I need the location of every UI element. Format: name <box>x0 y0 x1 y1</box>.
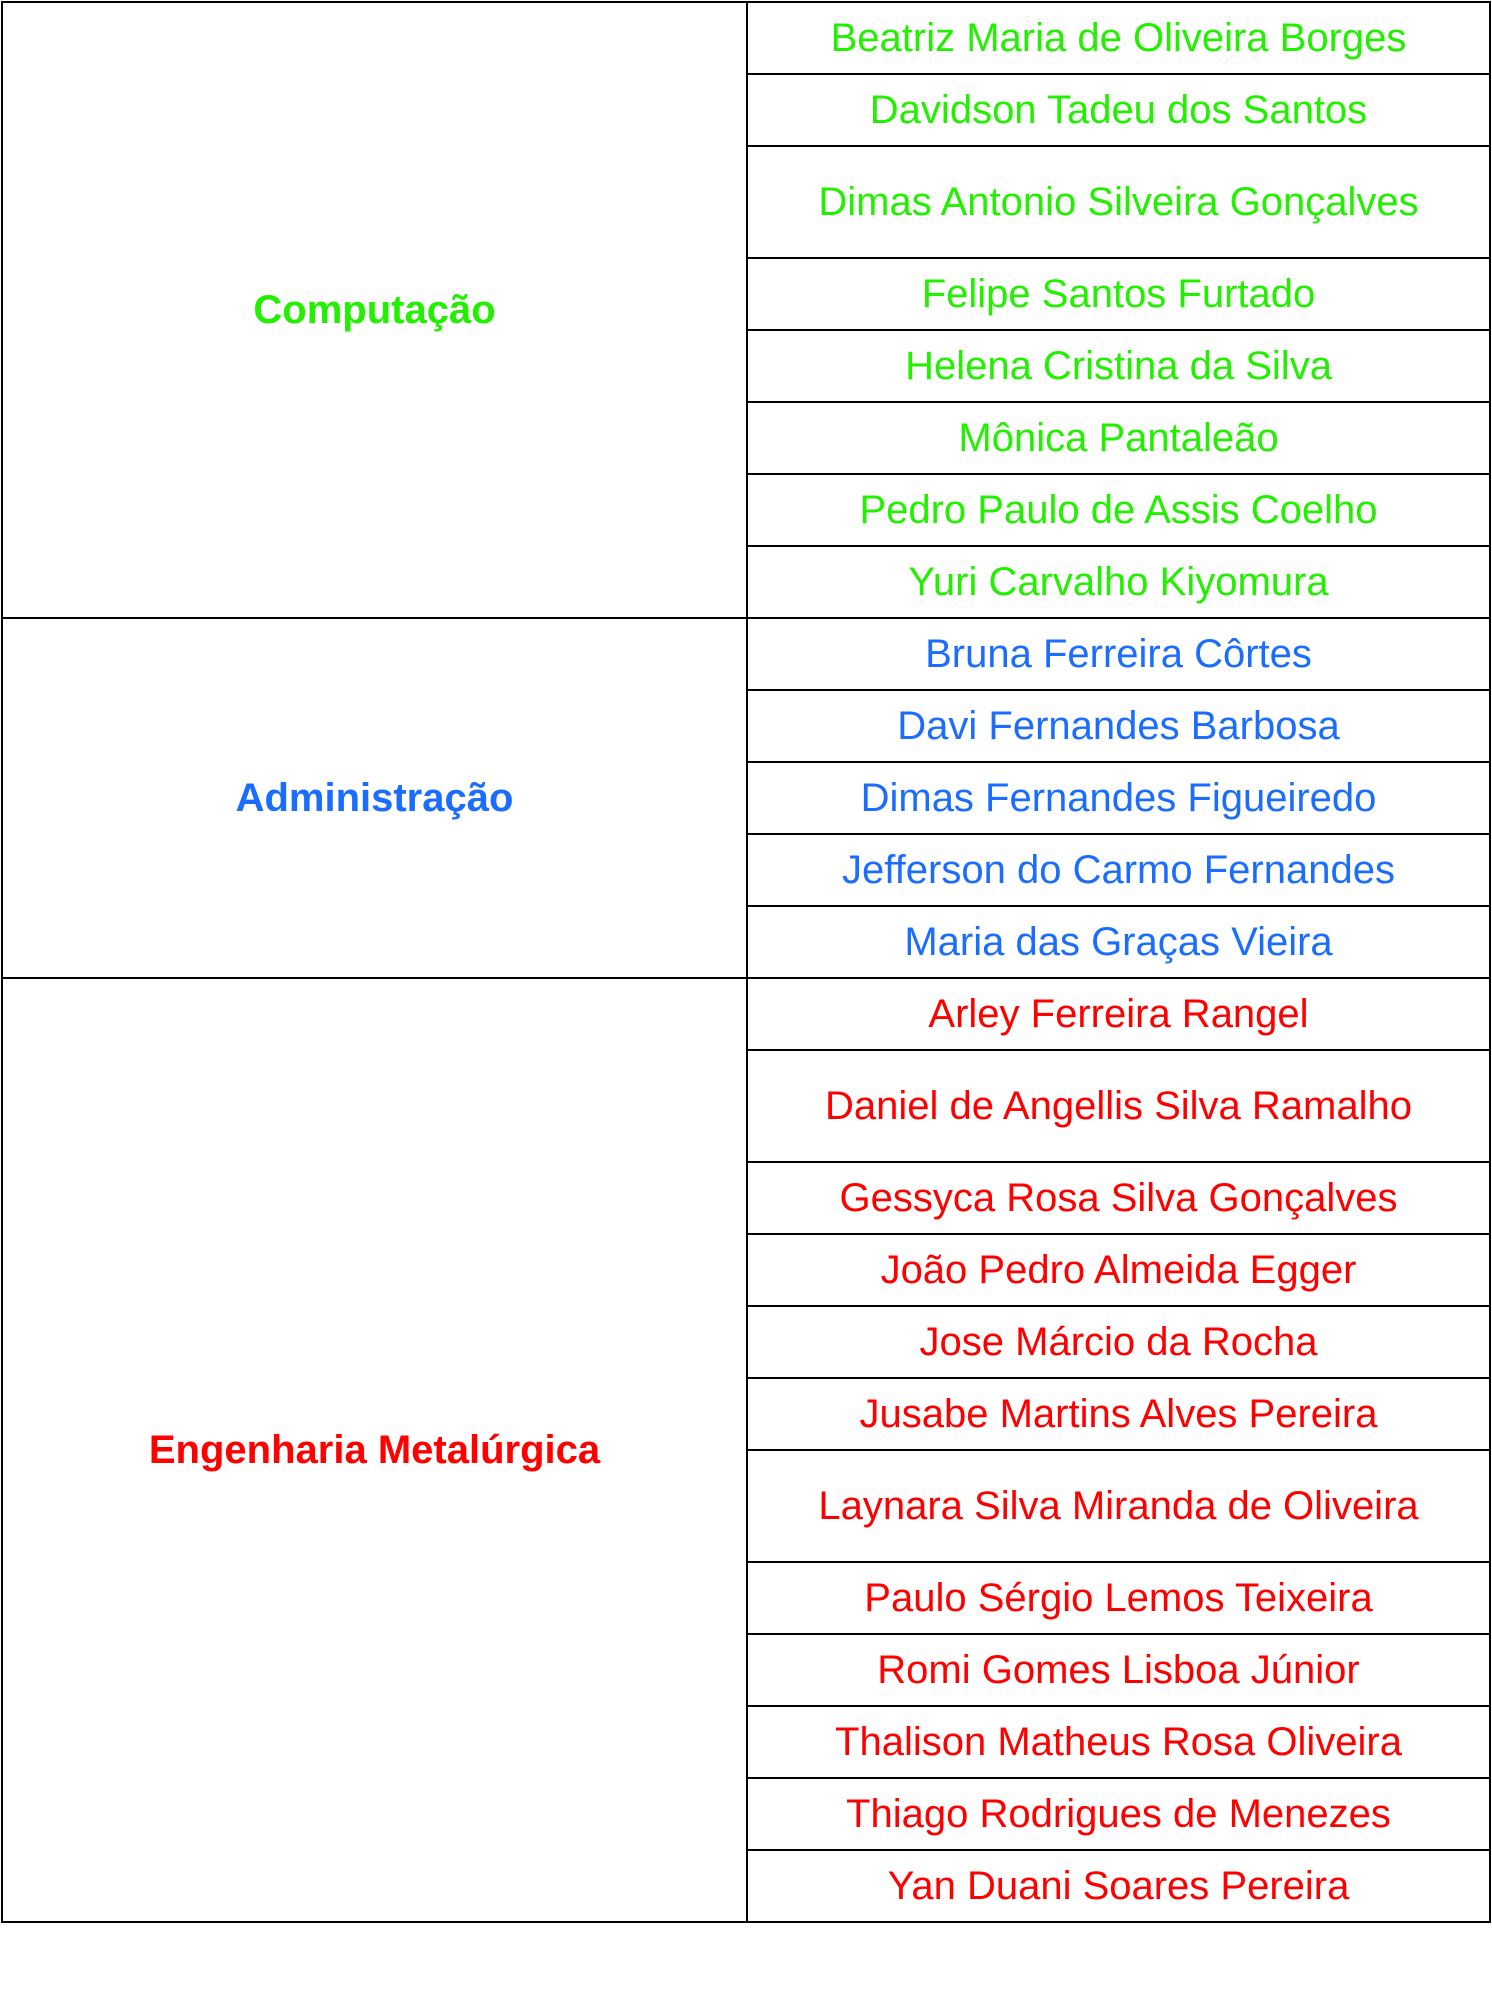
members-table: Computação Beatriz Maria de Oliveira Borg… <box>1 1 1491 1923</box>
member-name-cell: Davi Fernandes Barbosa <box>746 689 1491 763</box>
table-row: Maria das Graças Vieira <box>2 905 1491 979</box>
member-name-cell: Dimas Antonio Silveira Gonçalves <box>746 145 1491 259</box>
table-row: João Pedro Almeida Egger <box>2 1233 1491 1307</box>
table-row: Computação Beatriz Maria de Oliveira Borg… <box>1 1 1491 619</box>
table-row: Felipe Santos Furtado <box>2 257 1491 331</box>
member-name-cell: Yuri Carvalho Kiyomura <box>746 545 1491 619</box>
table-row: Thalison Matheus Rosa Oliveira <box>2 1705 1491 1779</box>
member-name-cell: Thalison Matheus Rosa Oliveira <box>746 1705 1491 1779</box>
group-name-cell: Engenharia Metalúrgica <box>1 977 748 1923</box>
member-name-cell: Jefferson do Carmo Fernandes <box>746 833 1491 907</box>
member-name-cell: Maria das Graças Vieira <box>746 905 1491 979</box>
member-name-cell: Daniel de Angellis Silva Ramalho <box>746 1049 1491 1163</box>
table-row: Jusabe Martins Alves Pereira <box>2 1377 1491 1451</box>
member-name-cell: Davidson Tadeu dos Santos <box>746 73 1491 147</box>
member-name-cell: Jusabe Martins Alves Pereira <box>746 1377 1491 1451</box>
member-name-cell: Jose Márcio da Rocha <box>746 1305 1491 1379</box>
member-name-cell: Mônica Pantaleão <box>746 401 1491 475</box>
table-row: Administração Bruna Ferreira Côrtes <box>1 617 1491 979</box>
member-name-cell: Thiago Rodrigues de Menezes <box>746 1777 1491 1851</box>
member-name-cell: Yan Duani Soares Pereira <box>746 1849 1491 1923</box>
table-row: Davi Fernandes Barbosa <box>2 689 1491 763</box>
table-row: Davidson Tadeu dos Santos <box>2 73 1491 147</box>
table-row: Laynara Silva Miranda de Oliveira <box>2 1449 1491 1563</box>
member-name-cell: Paulo Sérgio Lemos Teixeira <box>746 1561 1491 1635</box>
table-row: Romi Gomes Lisboa Júnior <box>2 1633 1491 1707</box>
member-name-cell: Gessyca Rosa Silva Gonçalves <box>746 1161 1491 1235</box>
member-name-cell: Laynara Silva Miranda de Oliveira <box>746 1449 1491 1563</box>
member-name-cell: Pedro Paulo de Assis Coelho <box>746 473 1491 547</box>
table-row: Pedro Paulo de Assis Coelho <box>2 473 1491 547</box>
table-row: Helena Cristina da Silva <box>2 329 1491 403</box>
member-name-cell: Romi Gomes Lisboa Júnior <box>746 1633 1491 1707</box>
table-row: Gessyca Rosa Silva Gonçalves <box>2 1161 1491 1235</box>
table-row: Thiago Rodrigues de Menezes <box>2 1777 1491 1851</box>
table-row: Dimas Antonio Silveira Gonçalves <box>2 145 1491 259</box>
table-row: Mônica Pantaleão <box>2 401 1491 475</box>
member-name-cell: Bruna Ferreira Côrtes <box>746 617 1491 691</box>
table-row: Paulo Sérgio Lemos Teixeira <box>2 1561 1491 1635</box>
group-name-cell: Computação <box>1 1 748 619</box>
member-name-cell: Arley Ferreira Rangel <box>746 977 1491 1051</box>
member-name-cell: Beatriz Maria de Oliveira Borges <box>746 1 1491 75</box>
table-row: Dimas Fernandes Figueiredo <box>2 761 1491 835</box>
table-row: Yan Duani Soares Pereira <box>2 1849 1491 1923</box>
table-row: Jefferson do Carmo Fernandes <box>2 833 1491 907</box>
member-name-cell: João Pedro Almeida Egger <box>746 1233 1491 1307</box>
member-name-cell: Dimas Fernandes Figueiredo <box>746 761 1491 835</box>
table-row: Engenharia Metalúrgica Arley Ferreira Ran… <box>1 977 1491 1923</box>
group-name-cell: Administração <box>1 617 748 979</box>
member-name-cell: Helena Cristina da Silva <box>746 329 1491 403</box>
table-row: Daniel de Angellis Silva Ramalho <box>2 1049 1491 1163</box>
member-name-cell: Felipe Santos Furtado <box>746 257 1491 331</box>
table-row: Jose Márcio da Rocha <box>2 1305 1491 1379</box>
table-row: Yuri Carvalho Kiyomura <box>2 545 1491 619</box>
